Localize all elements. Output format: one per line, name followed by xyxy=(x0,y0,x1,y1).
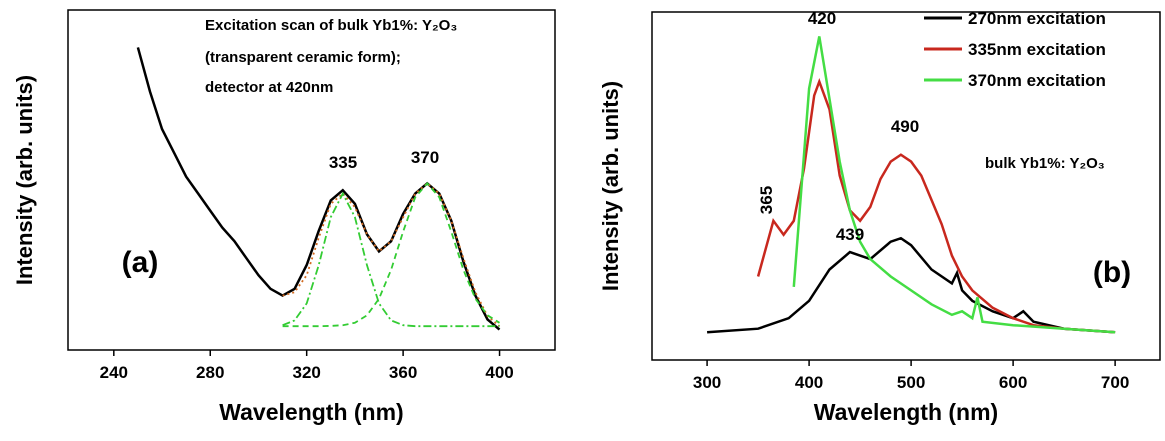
legend-label: 335nm excitation xyxy=(968,40,1106,59)
x-tick-label: 320 xyxy=(292,363,320,382)
data-line xyxy=(282,191,500,328)
annotation: 370 xyxy=(411,148,439,167)
y-axis-label: Intensity (arb. units) xyxy=(598,81,623,291)
y-axis-label: Intensity (arb. units) xyxy=(12,75,37,285)
data-line xyxy=(707,236,1116,334)
annotation: detector at 420nm xyxy=(205,79,333,96)
legend-label: 270nm excitation xyxy=(968,9,1106,28)
plot-frame xyxy=(651,11,1161,361)
annotation: (transparent ceramic form); xyxy=(205,49,401,66)
data-line xyxy=(792,36,1116,334)
annotation: 420 xyxy=(808,9,836,28)
data-line xyxy=(136,47,501,331)
plot-frame xyxy=(67,9,556,351)
x-tick-label: 500 xyxy=(897,373,925,392)
x-tick-label: 400 xyxy=(485,363,513,382)
x-tick-label: 700 xyxy=(1101,373,1129,392)
x-tick-label: 360 xyxy=(389,363,417,382)
x-tick-label: 280 xyxy=(196,363,224,382)
data-line xyxy=(282,182,501,327)
annotation: (a) xyxy=(122,246,159,279)
annotation: 439 xyxy=(836,225,864,244)
annotation: 365 xyxy=(757,186,776,214)
data-line xyxy=(282,182,500,328)
x-tick-label: 600 xyxy=(999,373,1027,392)
annotation: Excitation scan of bulk Yb1%: Y₂O₃ xyxy=(205,17,457,34)
annotation: bulk Yb1%: Y₂O₃ xyxy=(985,155,1105,172)
data-line xyxy=(756,77,1116,334)
x-tick-label: 300 xyxy=(693,373,721,392)
x-axis-label: Wavelength (nm) xyxy=(814,399,998,425)
annotation: (b) xyxy=(1093,256,1131,289)
x-tick-label: 240 xyxy=(100,363,128,382)
annotation: 490 xyxy=(891,117,919,136)
x-axis-label: Wavelength (nm) xyxy=(219,399,403,425)
annotation: 335 xyxy=(329,153,357,172)
legend-label: 370nm excitation xyxy=(968,71,1106,90)
x-tick-label: 400 xyxy=(795,373,823,392)
